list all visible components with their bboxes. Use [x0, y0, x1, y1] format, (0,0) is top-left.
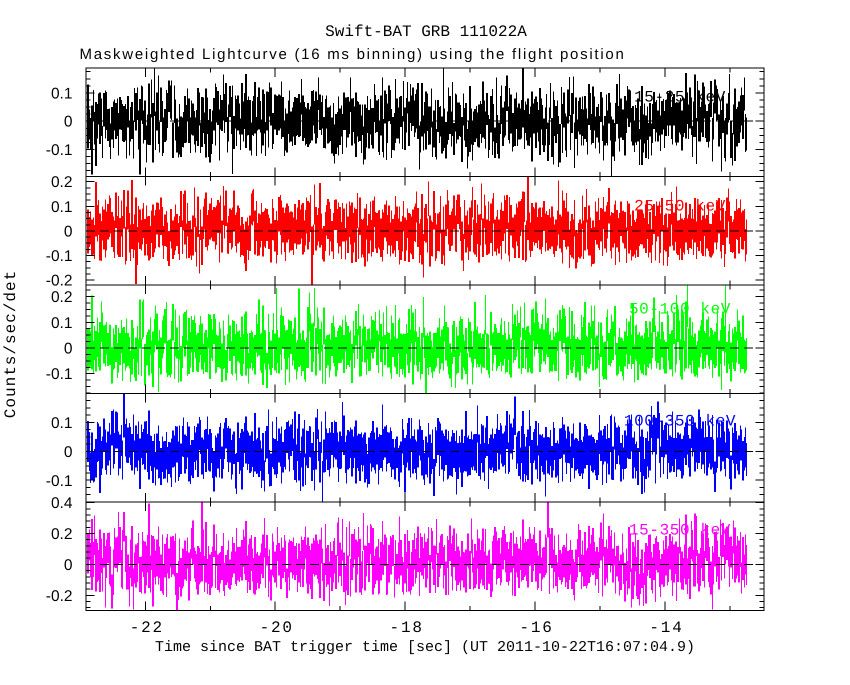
- svg-text:0: 0: [64, 223, 73, 240]
- svg-text:-0.1: -0.1: [46, 142, 73, 159]
- svg-text:-0.1: -0.1: [46, 366, 73, 383]
- svg-text:0.1: 0.1: [51, 85, 73, 102]
- svg-text:-20: -20: [260, 619, 294, 637]
- svg-text:0: 0: [64, 114, 73, 131]
- svg-text:0: 0: [64, 444, 73, 461]
- svg-text:-22: -22: [130, 619, 164, 637]
- svg-text:15-350 keV: 15-350 keV: [629, 522, 731, 540]
- svg-text:Time since BAT trigger time [s: Time since BAT trigger time [sec] (UT 20…: [155, 639, 695, 656]
- svg-text:-0.2: -0.2: [46, 588, 73, 605]
- svg-text:-18: -18: [390, 619, 424, 637]
- svg-text:50-100 keV: 50-100 keV: [629, 301, 731, 319]
- svg-text:-0.1: -0.1: [46, 248, 73, 265]
- svg-text:25-50 keV: 25-50 keV: [634, 198, 726, 216]
- svg-text:Counts/sec/det: Counts/sec/det: [2, 270, 20, 418]
- svg-text:-0.2: -0.2: [46, 273, 73, 290]
- svg-text:0.1: 0.1: [51, 315, 73, 332]
- svg-text:0.4: 0.4: [51, 495, 73, 512]
- svg-text:Swift-BAT GRB 111022A: Swift-BAT GRB 111022A: [325, 23, 527, 41]
- svg-text:0: 0: [64, 557, 73, 574]
- svg-text:0.2: 0.2: [51, 289, 73, 306]
- svg-text:-14: -14: [649, 619, 683, 637]
- svg-text:-16: -16: [519, 619, 553, 637]
- svg-text:0.1: 0.1: [51, 199, 73, 216]
- svg-text:0: 0: [64, 341, 73, 358]
- svg-text:15-25 keV: 15-25 keV: [634, 89, 726, 107]
- svg-text:100-350 keV: 100-350 keV: [624, 413, 736, 431]
- svg-text:0.2: 0.2: [51, 526, 73, 543]
- svg-text:0.1: 0.1: [51, 415, 73, 432]
- svg-text:-0.1: -0.1: [46, 473, 73, 490]
- svg-text:Maskweighted Lightcurve (16 ms: Maskweighted Lightcurve (16 ms binning) …: [80, 46, 626, 63]
- svg-text:0.2: 0.2: [51, 174, 73, 191]
